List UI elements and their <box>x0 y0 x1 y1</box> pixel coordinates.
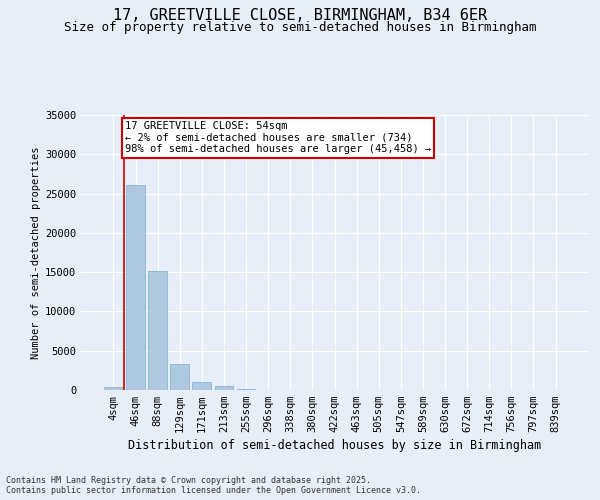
Bar <box>170 364 189 390</box>
Bar <box>193 382 211 390</box>
Bar <box>148 272 167 390</box>
Text: Size of property relative to semi-detached houses in Birmingham: Size of property relative to semi-detach… <box>64 21 536 34</box>
Text: 17 GREETVILLE CLOSE: 54sqm
← 2% of semi-detached houses are smaller (734)
98% of: 17 GREETVILLE CLOSE: 54sqm ← 2% of semi-… <box>125 122 431 154</box>
Bar <box>104 387 123 390</box>
Bar <box>215 386 233 390</box>
Bar <box>126 185 145 390</box>
Bar <box>236 389 256 390</box>
Text: Contains HM Land Registry data © Crown copyright and database right 2025.
Contai: Contains HM Land Registry data © Crown c… <box>6 476 421 495</box>
X-axis label: Distribution of semi-detached houses by size in Birmingham: Distribution of semi-detached houses by … <box>128 440 541 452</box>
Text: 17, GREETVILLE CLOSE, BIRMINGHAM, B34 6ER: 17, GREETVILLE CLOSE, BIRMINGHAM, B34 6E… <box>113 8 487 22</box>
Y-axis label: Number of semi-detached properties: Number of semi-detached properties <box>31 146 41 359</box>
